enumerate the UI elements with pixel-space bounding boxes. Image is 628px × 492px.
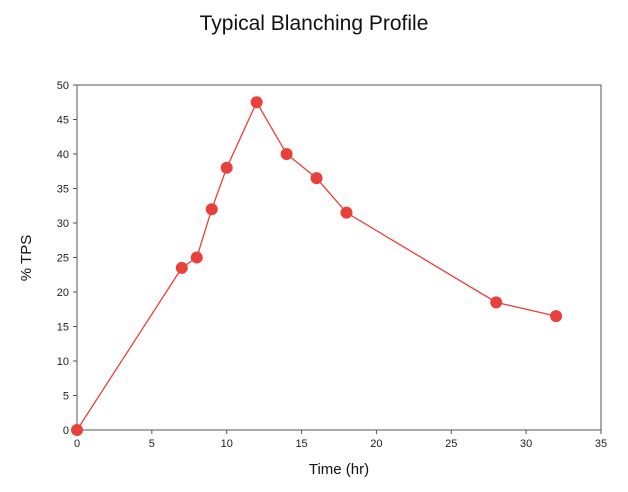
data-point <box>175 261 188 274</box>
x-tick-label: 35 <box>595 438 607 450</box>
y-tick-label: 0 <box>63 425 69 437</box>
y-tick-label: 30 <box>57 218 69 230</box>
data-point <box>490 296 503 309</box>
data-point <box>220 161 233 174</box>
data-point <box>190 251 203 264</box>
x-tick-label: 25 <box>445 438 457 450</box>
y-axis-ticks: 0 5 10 15 20 25 30 35 40 45 50 <box>57 80 77 437</box>
chart-title: Typical Blanching Profile <box>199 12 429 35</box>
data-point <box>250 96 263 109</box>
y-tick-label: 50 <box>57 80 69 92</box>
y-tick-label: 15 <box>57 322 69 334</box>
y-tick-label: 25 <box>57 253 69 265</box>
x-tick-label: 30 <box>520 438 532 450</box>
data-point <box>550 310 563 323</box>
y-axis-label: % TPS <box>18 235 35 281</box>
x-tick-label: 0 <box>74 438 80 450</box>
y-tick-label: 40 <box>57 149 69 161</box>
x-tick-label: 5 <box>149 438 155 450</box>
y-tick-label: 5 <box>63 391 69 403</box>
x-tick-label: 20 <box>370 438 382 450</box>
y-tick-label: 35 <box>57 184 69 196</box>
data-point <box>205 203 218 216</box>
y-tick-label: 10 <box>57 356 69 368</box>
series-layer <box>71 96 563 436</box>
x-tick-label: 10 <box>221 438 233 450</box>
data-point <box>71 424 83 436</box>
data-point <box>310 172 323 185</box>
x-axis-label: Time (hr) <box>309 461 369 478</box>
data-point <box>340 206 353 219</box>
x-tick-label: 15 <box>295 438 307 450</box>
x-axis-ticks: 0 5 10 15 20 25 30 35 <box>74 430 607 450</box>
y-tick-label: 20 <box>57 287 69 299</box>
y-tick-label: 45 <box>57 115 69 127</box>
plot-area <box>76 84 602 431</box>
data-point <box>280 148 293 160</box>
